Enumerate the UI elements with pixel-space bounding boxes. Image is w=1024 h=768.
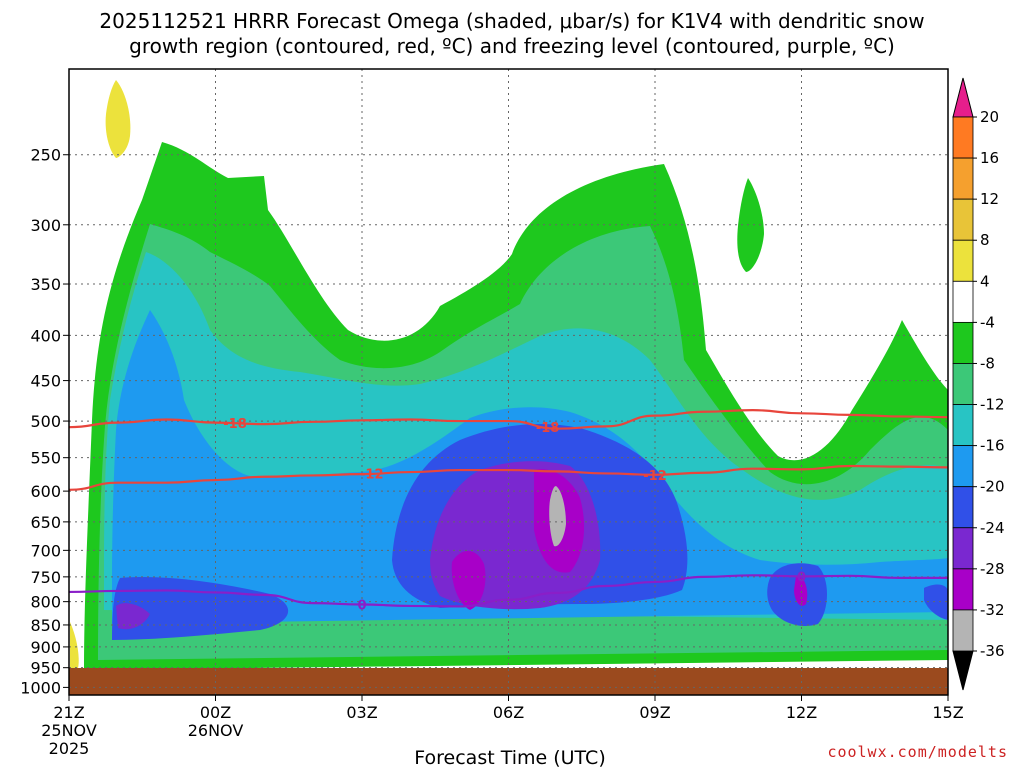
contour-lines: -18 -18 -12 -12 0 0 bbox=[69, 409, 948, 614]
y-tick-label: 250 bbox=[30, 146, 61, 165]
colorbar-label: -4 bbox=[980, 313, 995, 331]
contour-line--12 bbox=[69, 464, 948, 491]
x-tick-label: 09Z bbox=[639, 703, 670, 722]
colorbar-band bbox=[952, 404, 974, 447]
y-tick-label: 900 bbox=[30, 638, 61, 657]
colorbar-label: -32 bbox=[980, 601, 1005, 619]
contour-line-0 bbox=[69, 574, 948, 608]
contour-label: 0 bbox=[357, 599, 366, 614]
colorbar-band bbox=[952, 280, 974, 323]
colorbar-top-arrow bbox=[952, 77, 974, 118]
x-tick-label: 03Z bbox=[346, 703, 377, 722]
colorbar-label: -24 bbox=[980, 519, 1005, 537]
colorbar-label: -12 bbox=[980, 396, 1005, 414]
y-tick-label: 650 bbox=[30, 513, 61, 532]
colorbar-band bbox=[952, 198, 974, 241]
x-tick-label: 00Z bbox=[200, 703, 231, 722]
y-tick-label: 950 bbox=[30, 659, 61, 678]
colorbar-label: -36 bbox=[980, 642, 1005, 660]
y-tick-label: 800 bbox=[30, 593, 61, 612]
colorbar-band bbox=[952, 363, 974, 405]
y-tick-label: 600 bbox=[30, 482, 61, 501]
colorbar-band bbox=[952, 239, 974, 282]
x-tick-date: 25NOV bbox=[41, 721, 97, 740]
contour-label: -18 bbox=[223, 417, 247, 432]
colorbar-band bbox=[952, 445, 974, 488]
colorbar-label: -8 bbox=[980, 354, 995, 372]
x-tick-label: 21Z bbox=[53, 703, 84, 722]
colorbar-band bbox=[952, 609, 974, 652]
colorbar-label: -28 bbox=[980, 560, 1005, 578]
x-tick-label: 06Z bbox=[493, 703, 524, 722]
x-tick-date: 26NOV bbox=[188, 721, 244, 740]
x-tick-label: 15Z bbox=[932, 703, 963, 722]
y-tick-label: 400 bbox=[30, 326, 61, 345]
contour-label: -18 bbox=[536, 421, 560, 436]
colorbar-bottom-arrow bbox=[952, 650, 974, 691]
colorbar-label: 16 bbox=[980, 149, 999, 167]
colorbar-band bbox=[952, 486, 974, 529]
colorbar-band bbox=[952, 157, 974, 200]
colorbar-label: 20 bbox=[980, 108, 999, 126]
contour-label: -12 bbox=[360, 468, 384, 483]
y-tick-label: 550 bbox=[30, 449, 61, 468]
colorbar-label: 4 bbox=[980, 272, 990, 290]
x-tick-label: 12Z bbox=[786, 703, 817, 722]
x-tick-year: 2025 bbox=[49, 739, 90, 758]
colorbar-label: -16 bbox=[980, 437, 1005, 455]
y-tick-label: 850 bbox=[30, 616, 61, 635]
y-tick-label: 350 bbox=[30, 275, 61, 294]
y-tick-label: 300 bbox=[30, 216, 61, 235]
colorbar-band bbox=[952, 527, 974, 570]
colorbar-band bbox=[952, 116, 974, 159]
x-axis-title: Forecast Time (UTC) bbox=[414, 747, 605, 768]
omega-shading bbox=[69, 80, 948, 695]
colorbar-label: 12 bbox=[980, 190, 999, 208]
y-tick-label: 700 bbox=[30, 541, 61, 560]
colorbar-label: -20 bbox=[980, 478, 1005, 496]
y-tick-label: 500 bbox=[30, 412, 61, 431]
contour-label: -12 bbox=[643, 469, 667, 484]
chart-title-line2: growth region (contoured, red, ºC) and f… bbox=[129, 34, 895, 58]
contour-line--18 bbox=[69, 409, 948, 430]
y-tick-label: 1000 bbox=[20, 678, 61, 697]
y-tick-label: 450 bbox=[30, 372, 61, 391]
colorbar-band bbox=[952, 321, 974, 364]
colorbar-band bbox=[952, 568, 974, 611]
colorbar-label: 8 bbox=[980, 231, 990, 249]
credit-text: coolwx.com/modelts bbox=[827, 743, 1008, 761]
y-tick-label: 750 bbox=[30, 568, 61, 587]
contour-label: 0 bbox=[797, 570, 806, 585]
y-axis: 250 300 350 400 450 500 550 600 650 700 750 800 850 9… bbox=[20, 146, 69, 697]
colorbar: 20 16 12 8 4 -4 -8 -12 -16 -20 -24 -28 -32 -36 bbox=[952, 77, 1005, 691]
chart-title-line1: 2025112521 HRRR Forecast Omega (shaded, … bbox=[99, 9, 924, 33]
